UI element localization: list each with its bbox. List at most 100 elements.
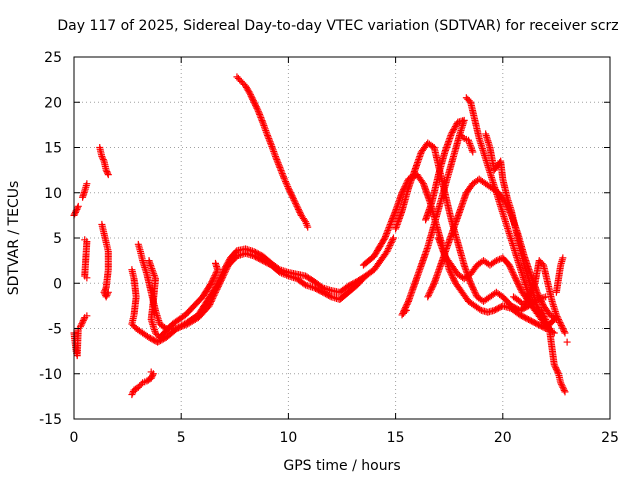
data-point [524, 294, 532, 302]
data-point [205, 302, 213, 310]
data-point [214, 284, 222, 292]
grid [74, 57, 610, 419]
data-point [210, 291, 218, 299]
data-point [102, 284, 110, 292]
data-point [528, 285, 536, 293]
data-point [79, 318, 87, 326]
series-seg-late [456, 130, 571, 396]
y-tick-label: 5 [53, 231, 62, 247]
data-point [270, 149, 278, 157]
data-point [512, 276, 520, 284]
data-point [469, 148, 477, 156]
data-point [557, 380, 565, 388]
data-point [536, 294, 544, 302]
data-point [509, 269, 517, 277]
data-point [447, 130, 455, 138]
data-point [295, 207, 303, 215]
data-point [290, 196, 298, 204]
data-point [533, 302, 541, 310]
data-point [386, 242, 394, 250]
data-point [520, 302, 528, 310]
data-point [402, 306, 410, 314]
data-point [505, 261, 513, 269]
data-point [278, 269, 286, 277]
data-point [247, 92, 255, 100]
data-point [552, 311, 560, 319]
data-point [447, 269, 455, 277]
data-point [512, 275, 520, 283]
data-point [389, 234, 397, 242]
data-point [284, 183, 292, 191]
data-point [424, 291, 432, 299]
data-point [530, 281, 538, 289]
data-point [148, 265, 156, 273]
data-point [541, 314, 549, 322]
data-point [208, 296, 216, 304]
y-tick-label: 10 [44, 186, 62, 202]
data-point [538, 308, 546, 316]
data-point [513, 278, 521, 286]
data-point [507, 266, 515, 274]
data-point [264, 133, 272, 141]
data-point [289, 195, 297, 203]
data-point [292, 201, 300, 209]
data-point [71, 208, 79, 216]
data-point [557, 379, 565, 387]
data-point [219, 273, 227, 281]
data-point [211, 272, 219, 280]
data-point [560, 326, 568, 334]
data-point [471, 288, 479, 296]
data-point [540, 312, 548, 320]
data-point [103, 291, 111, 299]
data-point [275, 162, 283, 170]
data-point [554, 368, 562, 376]
data-point [256, 112, 264, 120]
data-point [251, 100, 259, 108]
data-point [268, 142, 276, 150]
data-point [250, 98, 258, 106]
data-point [510, 270, 518, 278]
data-point [530, 282, 538, 290]
data-point [270, 148, 278, 156]
data-point [560, 385, 568, 393]
data-point [212, 288, 220, 296]
data-point [218, 275, 226, 283]
data-point [449, 273, 457, 281]
data-point [103, 168, 111, 176]
data-point [522, 299, 530, 307]
data-point [506, 263, 514, 271]
data-point [467, 281, 475, 289]
data-point [507, 264, 515, 272]
data-point [527, 288, 535, 296]
data-point [384, 246, 392, 254]
data-point [468, 146, 476, 154]
data-point [282, 178, 290, 186]
data-point [452, 121, 460, 129]
data-point [292, 199, 300, 207]
data-point [207, 299, 215, 307]
data-point [209, 275, 217, 283]
data-point [74, 202, 82, 210]
data-point [511, 273, 519, 281]
x-tick-label: 10 [279, 430, 297, 446]
data-point [102, 293, 110, 301]
data-point [383, 248, 391, 256]
data-point [263, 130, 271, 138]
data-point [527, 287, 535, 295]
data-point [285, 186, 293, 194]
data-point [402, 303, 410, 311]
data-point [467, 143, 475, 151]
data-point [176, 323, 184, 331]
data-point [556, 318, 564, 326]
data-point [208, 278, 216, 286]
data-point [209, 293, 217, 301]
data-point [280, 174, 288, 182]
data-point [387, 239, 395, 247]
data-point [269, 146, 277, 154]
data-point [449, 127, 457, 135]
data-point [476, 305, 484, 313]
data-point [173, 325, 181, 332]
data-point [104, 169, 112, 177]
y-tick-label: 25 [44, 50, 62, 66]
data-point [256, 110, 264, 118]
